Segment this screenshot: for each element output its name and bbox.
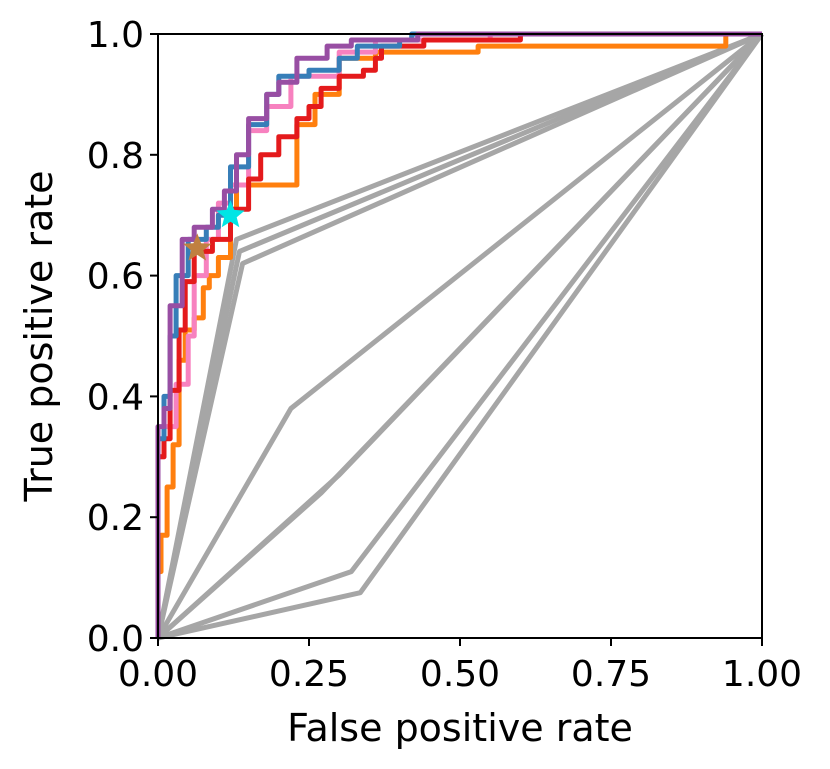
y-tick-label: 0.2 — [87, 498, 144, 539]
y-tick-label: 0.0 — [87, 619, 144, 660]
axis-ticks: 0.00 0.25 0.50 0.75 1.00 0.0 0.2 0.4 0.6 0.8 1.0 — [87, 15, 802, 695]
x-tick-label: 0.00 — [118, 654, 198, 695]
marker-cyan-star — [216, 200, 245, 228]
x-tick-label: 0.50 — [420, 654, 500, 695]
y-tick-label: 0.8 — [87, 136, 144, 177]
plot-area — [155, 31, 765, 641]
series-gray-6 — [156, 32, 764, 640]
y-tick-label: 1.0 — [87, 15, 144, 56]
x-tick-label: 0.75 — [571, 654, 651, 695]
y-axis-label: True positive rate — [17, 170, 61, 502]
series-gray-3 — [155, 31, 764, 639]
series-red — [155, 31, 762, 638]
series-purple — [155, 31, 762, 638]
y-tick-label: 0.6 — [87, 257, 144, 298]
series-gray-8 — [157, 32, 765, 641]
x-axis-label: False positive rate — [287, 706, 633, 750]
x-tick-label: 0.25 — [269, 654, 349, 695]
series-gray-4 — [155, 32, 764, 640]
marker-brown-star — [183, 233, 212, 261]
x-tick-label: 1.00 — [722, 654, 802, 695]
y-tick-label: 0.4 — [87, 377, 144, 418]
series-gray-7 — [157, 32, 764, 641]
